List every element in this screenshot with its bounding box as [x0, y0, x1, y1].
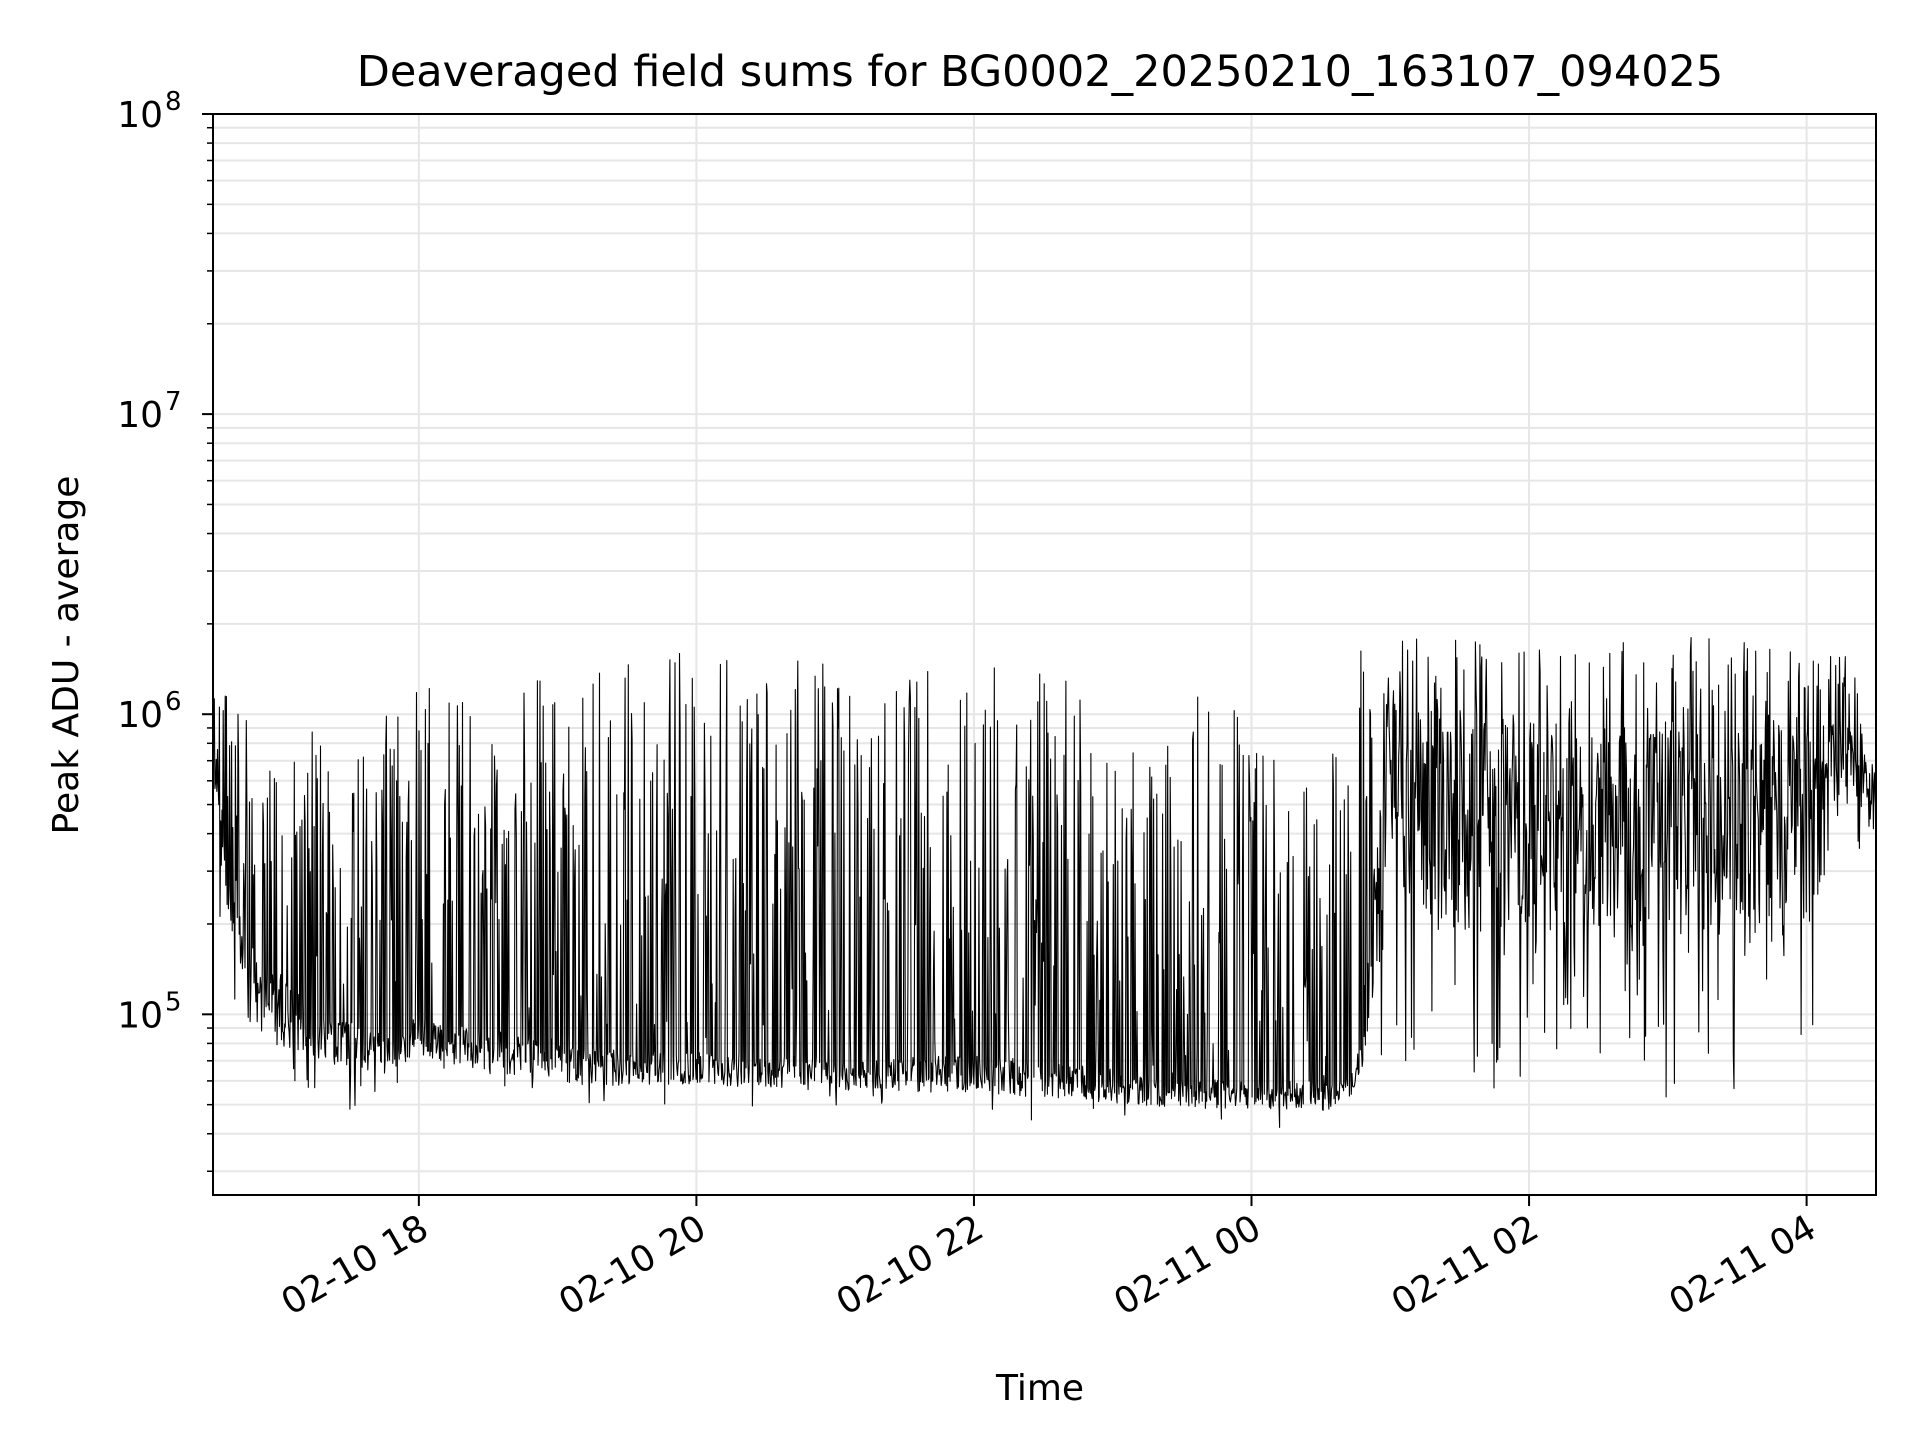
y-tick-label: 10 — [117, 995, 163, 1036]
plot-frame — [212, 113, 1877, 1196]
y-tick-label-exponent: 6 — [165, 687, 182, 717]
y-tick-label-exponent: 8 — [165, 87, 182, 117]
series-line — [212, 637, 1877, 1128]
chart-title: Deaveraged field sums for BG0002_2025021… — [357, 47, 1724, 97]
y-axis-label: Peak ADU - average — [46, 476, 87, 835]
y-tick-label-exponent: 7 — [165, 387, 182, 417]
y-tick-label: 10 — [117, 695, 163, 736]
data-layer — [212, 637, 1877, 1128]
x-axis-label: Time — [995, 1368, 1084, 1409]
y-tick-label-exponent: 5 — [165, 987, 182, 1017]
y-tick-label: 10 — [117, 395, 163, 436]
y-tick-label: 10 — [117, 95, 163, 136]
